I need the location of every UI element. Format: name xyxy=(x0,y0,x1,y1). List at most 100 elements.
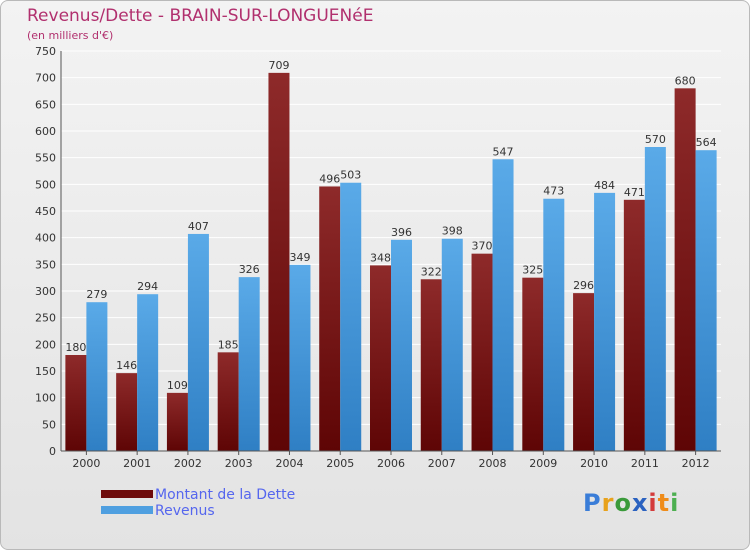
data-label-revenus: 484 xyxy=(594,179,615,192)
bar-revenus xyxy=(695,150,717,451)
bar-revenus xyxy=(86,302,108,451)
y-tick-label: 100 xyxy=(35,392,56,405)
bar-revenus xyxy=(594,192,616,451)
y-tick-label: 550 xyxy=(35,152,56,165)
data-label-revenus: 396 xyxy=(391,226,412,239)
bar-dette xyxy=(674,88,696,451)
x-tick-label: 2010 xyxy=(580,457,608,470)
y-tick-label: 750 xyxy=(35,45,56,58)
bar-revenus xyxy=(187,233,209,451)
y-tick-label: 50 xyxy=(42,418,56,431)
x-tick-label: 2004 xyxy=(275,457,303,470)
y-tick-label: 350 xyxy=(35,258,56,271)
data-label-dette: 370 xyxy=(472,240,493,253)
x-tick-label: 2007 xyxy=(428,457,456,470)
logo-letter: o xyxy=(614,489,632,517)
chart-subtitle: (en milliers d'€) xyxy=(27,29,114,42)
logo-letter: i xyxy=(648,489,658,517)
bar-revenus xyxy=(238,277,260,451)
y-tick-label: 200 xyxy=(35,338,56,351)
y-tick-label: 650 xyxy=(35,98,56,111)
x-tick-label: 2012 xyxy=(682,457,710,470)
bar-revenus xyxy=(137,294,159,451)
bar-revenus xyxy=(644,147,666,451)
data-label-dette: 325 xyxy=(522,264,543,277)
x-tick-label: 2000 xyxy=(72,457,100,470)
data-label-revenus: 294 xyxy=(137,280,158,293)
bar-dette xyxy=(65,355,87,451)
data-label-dette: 348 xyxy=(370,251,391,264)
x-tick-label: 2008 xyxy=(479,457,507,470)
bar-revenus xyxy=(289,264,311,451)
proxiti-logo: Proxiti xyxy=(583,489,679,517)
data-label-dette: 146 xyxy=(116,359,137,372)
x-tick-label: 2003 xyxy=(225,457,253,470)
y-tick-label: 0 xyxy=(49,445,56,458)
data-label-dette: 296 xyxy=(573,279,594,292)
bar-dette xyxy=(370,265,391,451)
y-tick-label: 300 xyxy=(35,285,56,298)
bar-dette xyxy=(471,253,493,451)
bar-dette xyxy=(420,279,442,451)
data-label-revenus: 326 xyxy=(239,263,260,276)
bar-revenus xyxy=(391,239,412,451)
bar-revenus xyxy=(543,198,565,451)
logo-letter: x xyxy=(631,489,649,517)
legend-label-revenus: Revenus xyxy=(155,503,215,519)
y-tick-label: 700 xyxy=(35,72,56,85)
y-tick-label: 600 xyxy=(35,125,56,138)
bar-revenus xyxy=(441,238,463,451)
data-label-dette: 322 xyxy=(421,265,442,278)
x-tick-label: 2002 xyxy=(174,457,202,470)
data-label-revenus: 398 xyxy=(442,225,463,238)
data-label-dette: 185 xyxy=(218,338,239,351)
bar-dette xyxy=(319,186,341,451)
bars xyxy=(65,72,717,451)
data-label-dette: 496 xyxy=(319,172,340,185)
axes: 0 50 100 150 200 250 300 350 400 450 500 550 600 650 7… xyxy=(35,45,721,470)
bar-dette xyxy=(623,199,645,451)
data-label-dette: 680 xyxy=(675,74,696,87)
logo-letter: P xyxy=(583,489,602,517)
y-tick-label: 250 xyxy=(35,312,56,325)
logo-letter: i xyxy=(670,489,680,517)
data-label-dette: 180 xyxy=(65,341,86,354)
data-label-revenus: 473 xyxy=(543,185,564,198)
bar-dette xyxy=(573,293,595,451)
logo-letter: r xyxy=(601,489,615,517)
data-label-revenus: 407 xyxy=(188,220,209,233)
data-label-dette: 109 xyxy=(167,379,188,392)
x-tick-label: 2011 xyxy=(631,457,659,470)
y-tick-label: 150 xyxy=(35,365,56,378)
y-tick-label: 450 xyxy=(35,205,56,218)
x-tick-label: 2001 xyxy=(123,457,151,470)
x-tick-label: 2009 xyxy=(529,457,557,470)
bar-dette xyxy=(166,392,188,451)
chart-title: Revenus/Dette - BRAIN-SUR-LONGUENéE xyxy=(27,6,374,26)
legend-swatch-revenus xyxy=(101,506,153,514)
data-label-revenus: 503 xyxy=(340,169,361,182)
data-label-dette: 709 xyxy=(268,59,289,72)
data-label-revenus: 564 xyxy=(696,136,717,149)
logo-letter: t xyxy=(657,489,671,517)
y-tick-label: 400 xyxy=(35,232,56,245)
data-label-revenus: 570 xyxy=(645,133,666,146)
y-tick-label: 500 xyxy=(35,178,56,191)
legend-label-dette: Montant de la Dette xyxy=(155,487,296,503)
bar-dette xyxy=(217,352,239,451)
data-label-revenus: 349 xyxy=(289,251,310,264)
bar-revenus xyxy=(492,159,514,451)
bar-revenus xyxy=(340,182,362,451)
data-label-revenus: 547 xyxy=(493,145,514,158)
x-tick-label: 2006 xyxy=(377,457,405,470)
data-label-dette: 471 xyxy=(624,186,645,199)
bar-dette xyxy=(522,277,544,451)
bar-dette xyxy=(116,373,138,451)
data-label-revenus: 279 xyxy=(86,288,107,301)
x-tick-label: 2005 xyxy=(326,457,354,470)
legend-swatch-dette xyxy=(101,490,153,498)
bar-dette xyxy=(268,72,290,451)
